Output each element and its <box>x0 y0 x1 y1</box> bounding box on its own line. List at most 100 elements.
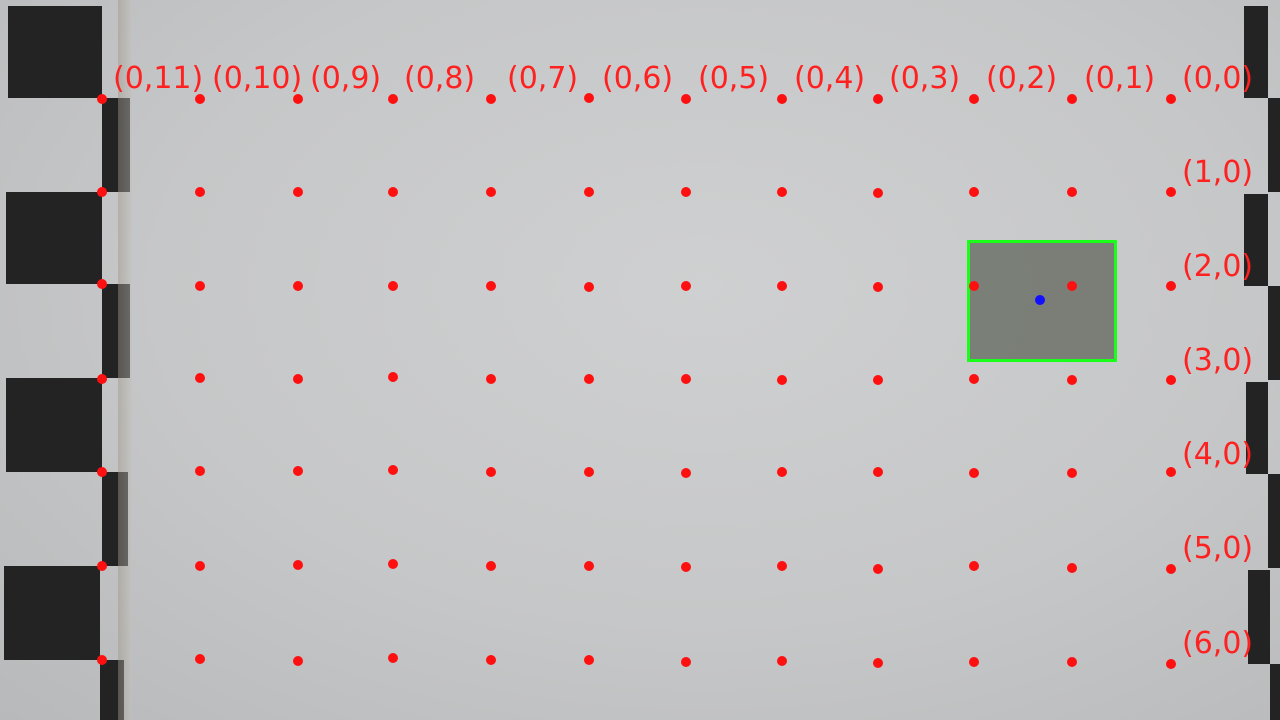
paper-edge <box>118 0 132 720</box>
grid-dot <box>969 94 979 104</box>
checker-square <box>1244 194 1268 286</box>
grid-dot <box>486 187 496 197</box>
side-grid-label: (4,0) <box>1182 437 1254 472</box>
grid-dot <box>293 656 303 666</box>
checker-square <box>1246 382 1268 474</box>
grid-dot <box>486 94 496 104</box>
side-grid-label: (2,0) <box>1182 249 1254 284</box>
checker-square <box>4 566 100 660</box>
grid-dot <box>388 465 398 475</box>
grid-dot <box>681 187 691 197</box>
grid-dot <box>969 468 979 478</box>
grid-dot <box>1166 187 1176 197</box>
top-grid-label: (0,0) <box>1182 61 1254 96</box>
grid-dot <box>681 94 691 104</box>
grid-dot <box>681 374 691 384</box>
grid-dot <box>97 94 107 104</box>
top-grid-label: (0,1) <box>1084 61 1156 96</box>
grid-dot <box>1067 468 1077 478</box>
grid-dot <box>293 560 303 570</box>
grid-dot <box>584 374 594 384</box>
grid-dot <box>1067 94 1077 104</box>
checker-square <box>100 660 124 720</box>
grid-dot <box>873 564 883 574</box>
grid-dot <box>584 655 594 665</box>
checker-square <box>8 6 102 98</box>
checker-square <box>1268 474 1280 568</box>
grid-dot <box>777 94 787 104</box>
detection-center-dot <box>1035 295 1045 305</box>
grid-dot <box>1067 657 1077 667</box>
grid-dot <box>293 94 303 104</box>
grid-dot <box>195 561 205 571</box>
grid-dot <box>1166 467 1176 477</box>
top-grid-label: (0,10) <box>212 61 303 96</box>
top-grid-label: (0,7) <box>507 61 579 96</box>
top-grid-label: (0,9) <box>310 61 382 96</box>
grid-dot <box>195 654 205 664</box>
grid-dot <box>97 561 107 571</box>
grid-dot <box>777 375 787 385</box>
checker-square <box>6 378 102 472</box>
grid-dot <box>195 373 205 383</box>
grid-dot <box>97 374 107 384</box>
grid-dot <box>873 188 883 198</box>
checker-square <box>6 192 102 284</box>
grid-dot <box>195 94 205 104</box>
grid-dot <box>777 187 787 197</box>
grid-dot <box>486 467 496 477</box>
grid-dot <box>969 374 979 384</box>
checker-square <box>102 472 128 566</box>
grid-dot <box>388 559 398 569</box>
grid-dot <box>97 187 107 197</box>
top-grid-label: (0,5) <box>698 61 770 96</box>
grid-dot <box>1067 187 1077 197</box>
grid-dot <box>969 187 979 197</box>
checker-square <box>1248 570 1270 664</box>
grid-dot <box>388 281 398 291</box>
checker-square <box>1244 6 1268 98</box>
grid-dot <box>584 93 594 103</box>
top-grid-label: (0,11) <box>113 61 204 96</box>
grid-dot <box>1166 659 1176 669</box>
grid-dot <box>486 374 496 384</box>
checker-square <box>1268 286 1280 380</box>
top-grid-label: (0,4) <box>794 61 866 96</box>
grid-dot <box>969 281 979 291</box>
grid-dot <box>873 94 883 104</box>
grid-dot <box>97 467 107 477</box>
grid-dot <box>873 375 883 385</box>
grid-dot <box>584 187 594 197</box>
grid-dot <box>293 281 303 291</box>
grid-dot <box>681 562 691 572</box>
checker-square <box>102 98 130 192</box>
grid-dot <box>293 187 303 197</box>
grid-dot <box>388 372 398 382</box>
grid-dot <box>195 466 205 476</box>
grid-dot <box>486 561 496 571</box>
grid-dot <box>97 279 107 289</box>
grid-dot <box>388 187 398 197</box>
grid-dot <box>293 374 303 384</box>
grid-dot <box>969 561 979 571</box>
grid-dot <box>486 655 496 665</box>
grid-dot <box>777 656 787 666</box>
grid-dot <box>1166 94 1176 104</box>
grid-dot <box>873 658 883 668</box>
grid-dot <box>195 281 205 291</box>
grid-dot <box>584 282 594 292</box>
grid-dot <box>1166 281 1176 291</box>
grid-dot <box>873 467 883 477</box>
grid-dot <box>1166 564 1176 574</box>
top-grid-label: (0,8) <box>404 61 476 96</box>
side-grid-label: (3,0) <box>1182 343 1254 378</box>
grid-dot <box>1067 375 1077 385</box>
checker-square <box>1268 98 1280 192</box>
grid-dot <box>969 657 979 667</box>
grid-dot <box>1067 281 1077 291</box>
grid-dot <box>1067 563 1077 573</box>
grid-dot <box>293 466 303 476</box>
grid-dot <box>97 655 107 665</box>
grid-dot <box>681 468 691 478</box>
